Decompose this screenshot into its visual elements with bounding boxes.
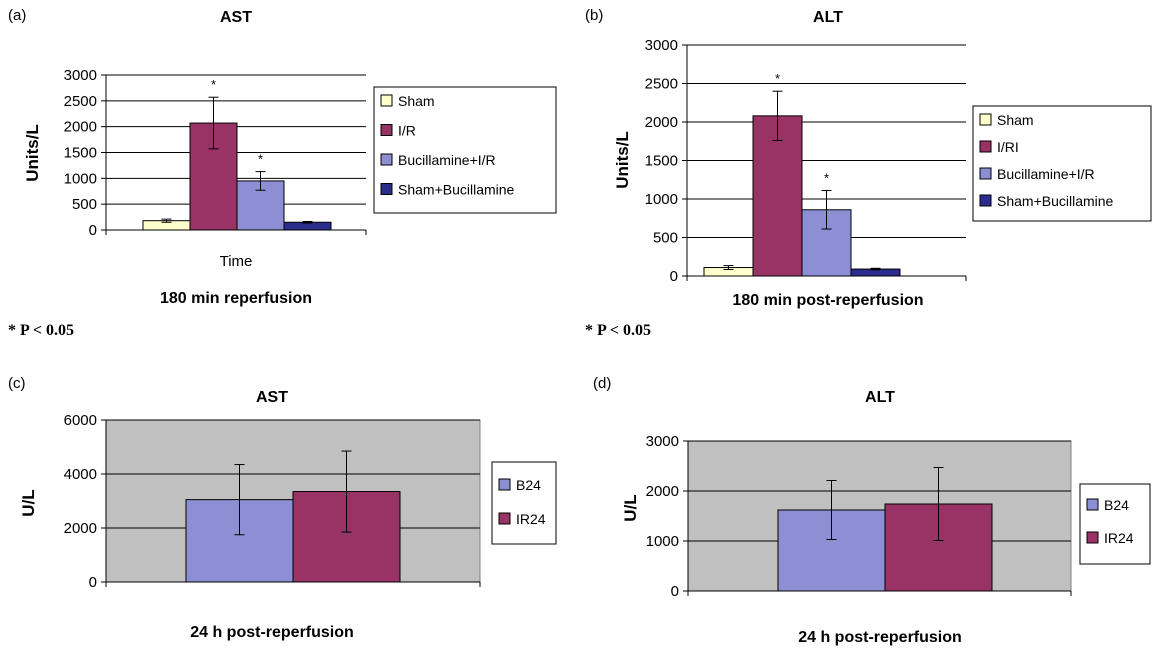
y-tick-label: 3000 <box>646 433 679 450</box>
significance-star: * <box>211 77 216 92</box>
panel-label: (d) <box>593 375 611 392</box>
chart-caption: 24 h post-reperfusion <box>190 624 354 641</box>
chart-title: AST <box>256 389 288 406</box>
y-tick-label: 2000 <box>64 520 97 537</box>
y-tick-label: 6000 <box>64 412 97 429</box>
y-tick-label: 2500 <box>64 93 97 110</box>
legend-label: Sham <box>997 112 1034 128</box>
legend-swatch <box>980 195 991 206</box>
y-axis-label: Units/L <box>23 124 42 182</box>
significance-star: * <box>824 171 829 186</box>
legend-label: Bucillamine+I/R <box>997 166 1095 182</box>
legend-label: IR24 <box>1104 530 1134 546</box>
legend-swatch <box>1087 499 1098 510</box>
y-axis-label: Units/L <box>613 131 632 189</box>
y-tick-label: 2500 <box>645 76 678 93</box>
chart-title: AST <box>220 9 252 26</box>
chart-caption: 24 h post-reperfusion <box>798 629 962 646</box>
legend-box <box>1080 484 1150 564</box>
y-tick-label: 500 <box>72 196 97 213</box>
legend-swatch <box>499 513 510 524</box>
y-axis-label: U/L <box>19 489 38 516</box>
x-axis-label: Time <box>220 253 253 270</box>
y-tick-label: 4000 <box>64 466 97 483</box>
legend-box <box>492 462 556 544</box>
chart-caption: 180 min reperfusion <box>160 290 312 307</box>
panel-label: (b) <box>585 7 603 24</box>
chart-caption: 180 min post-reperfusion <box>732 292 923 309</box>
significance-note: * P < 0.05 <box>585 322 651 339</box>
legend-label: Sham+Bucillamine <box>398 182 515 198</box>
legend-label: I/RI <box>997 139 1019 155</box>
y-tick-label: 1000 <box>646 533 679 550</box>
panel-label: (a) <box>8 7 26 24</box>
significance-star: * <box>258 152 263 167</box>
chart-title: ALT <box>813 9 843 26</box>
legend-swatch <box>1087 532 1098 543</box>
y-tick-label: 2000 <box>645 114 678 131</box>
panel-b-alt-180min: (b) ALT Units/L 180 min post-reperfusion… <box>585 7 1151 339</box>
panel-d-alt-24h: (d) ALT U/L 24 h post-reperfusion 0 1000 2… <box>593 375 1150 646</box>
y-tick-label: 0 <box>671 583 679 600</box>
y-tick-label: 3000 <box>645 37 678 54</box>
panel-a-ast-180min: (a) AST Units/L Time 180 min reperfusion… <box>8 7 556 339</box>
y-tick-label: 0 <box>89 222 97 239</box>
legend-swatch <box>381 95 392 106</box>
legend-label: B24 <box>516 477 541 493</box>
legend-label: IR24 <box>516 511 546 527</box>
y-tick-label: 0 <box>89 574 97 591</box>
y-tick-label: 2000 <box>64 119 97 136</box>
significance-note: * P < 0.05 <box>8 322 74 339</box>
legend-label: B24 <box>1104 497 1129 513</box>
legend-swatch <box>381 184 392 195</box>
y-tick-label: 1000 <box>645 191 678 208</box>
y-tick-label: 1500 <box>64 145 97 162</box>
y-tick-label: 1000 <box>64 170 97 187</box>
y-tick-label: 2000 <box>646 483 679 500</box>
legend-swatch <box>980 168 991 179</box>
y-tick-label: 3000 <box>64 67 97 84</box>
legend-swatch <box>980 114 991 125</box>
significance-star: * <box>775 71 780 86</box>
legend-swatch <box>381 154 392 165</box>
panel-c-ast-24h: (c) AST U/L 24 h post-reperfusion 0 2000 4… <box>8 375 556 641</box>
y-tick-label: 0 <box>670 268 678 285</box>
legend-swatch <box>381 125 392 136</box>
y-axis-label: U/L <box>621 494 640 521</box>
y-tick-label: 500 <box>653 230 678 247</box>
legend-label: Sham <box>398 93 435 109</box>
chart-title: ALT <box>865 389 895 406</box>
panel-label: (c) <box>8 375 26 392</box>
legend-swatch <box>980 141 991 152</box>
legend-label: I/R <box>398 123 416 139</box>
legend-label: Bucillamine+I/R <box>398 152 496 168</box>
y-tick-label: 1500 <box>645 153 678 170</box>
legend-swatch <box>499 479 510 490</box>
legend-label: Sham+Bucillamine <box>997 193 1114 209</box>
